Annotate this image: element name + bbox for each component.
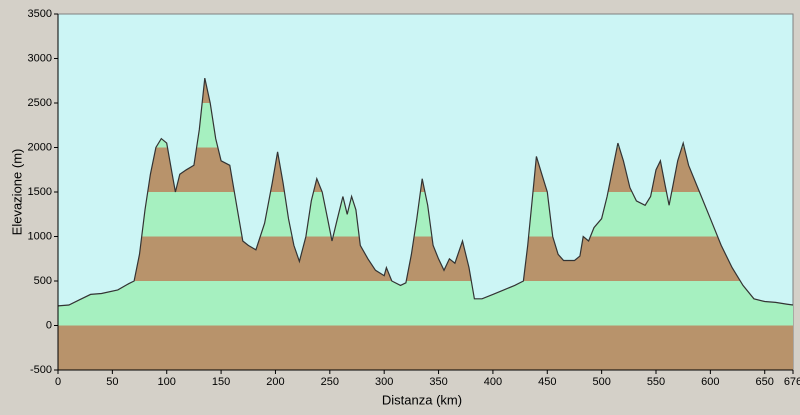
x-tick-label: 400 bbox=[484, 376, 502, 388]
y-tick-label: 2500 bbox=[28, 97, 52, 109]
x-axis-title: Distanza (km) bbox=[382, 392, 462, 407]
y-tick-label: 3500 bbox=[28, 8, 52, 20]
x-tick-label: 200 bbox=[266, 376, 284, 388]
y-tick-label: 1000 bbox=[28, 230, 52, 242]
y-axis-title: Elevazione (m) bbox=[9, 149, 24, 236]
x-tick-label: 676 bbox=[784, 376, 800, 388]
x-tick-label: 500 bbox=[592, 376, 610, 388]
band bbox=[58, 192, 793, 237]
band bbox=[58, 236, 793, 281]
x-tick-label: 300 bbox=[375, 376, 393, 388]
y-tick-label: 500 bbox=[34, 275, 52, 287]
x-tick-label: 100 bbox=[158, 376, 176, 388]
x-tick-label: 0 bbox=[55, 376, 61, 388]
x-tick-label: 350 bbox=[429, 376, 447, 388]
elevation-line bbox=[57, 77, 794, 307]
y-tick-label: 0 bbox=[46, 319, 52, 331]
y-tick-label: -500 bbox=[30, 364, 52, 376]
x-tick-label: 450 bbox=[538, 376, 556, 388]
x-tick-label: 150 bbox=[212, 376, 230, 388]
x-tick-label: 650 bbox=[756, 376, 774, 388]
x-tick-label: 50 bbox=[106, 376, 118, 388]
band bbox=[58, 325, 793, 370]
y-tick-label: 2000 bbox=[28, 141, 52, 153]
x-tick-label: 550 bbox=[647, 376, 665, 388]
band bbox=[58, 281, 793, 326]
y-tick-label: 3000 bbox=[28, 52, 52, 64]
x-tick-label: 600 bbox=[701, 376, 719, 388]
x-tick-label: 250 bbox=[321, 376, 339, 388]
y-tick-label: 1500 bbox=[28, 186, 52, 198]
